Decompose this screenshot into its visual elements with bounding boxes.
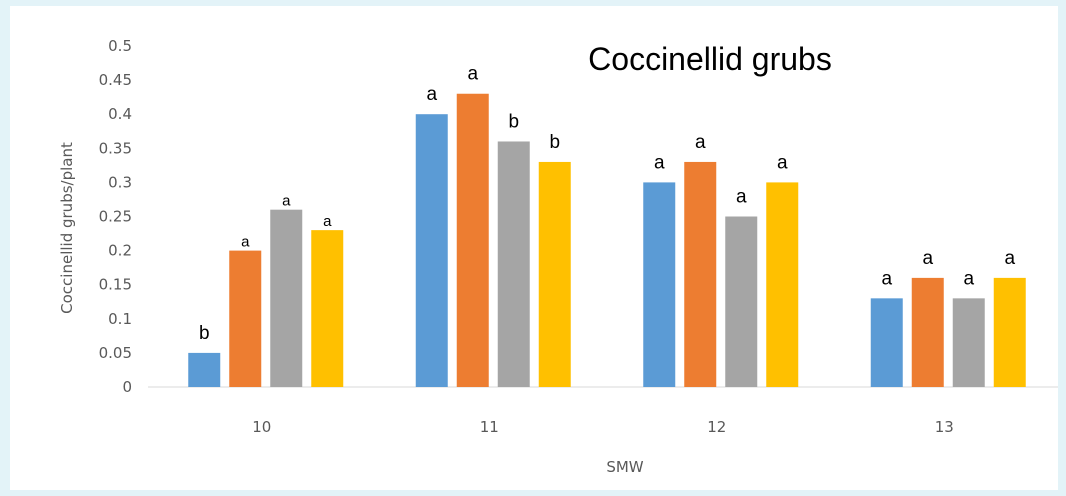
bar-significance-label: a [282,193,291,210]
bar [870,298,903,387]
bar [415,114,448,387]
bar [993,277,1026,387]
bars [188,93,1026,388]
y-tick-label: 0.25 [99,208,132,226]
bar [311,230,344,387]
x-tick-label: 11 [480,418,499,436]
y-tick-label: 0.2 [108,242,132,260]
chart-title: Coccinellid grubs [588,41,832,77]
bar [952,298,985,387]
bar [188,352,221,387]
bar-significance-label: a [922,248,933,269]
bar [766,182,799,387]
bar-significance-label: a [1004,248,1015,269]
bar-significance-label: b [199,323,210,344]
bar-significance-label: a [695,132,706,153]
bar-significance-label: a [881,268,892,289]
bar [229,250,262,387]
y-tick-label: 0.45 [99,71,132,89]
bar-labels: b a a a a a b b a a a a a a a a [199,64,1016,344]
bar-significance-label: a [777,152,788,173]
y-tick-label: 0.3 [108,173,132,191]
bar [270,209,303,387]
x-tick-label: 12 [707,418,726,436]
y-tick-label: 0.35 [99,139,132,157]
bar-significance-label: a [654,152,665,173]
x-tick-label: 10 [252,418,271,436]
y-axis-title: Coccinellid grubs/plant [58,142,76,314]
chart-area: Coccinellid grubs Coccinellid grubs/plan… [10,6,1058,490]
y-tick-label: 0.4 [108,105,132,123]
bar-chart: Coccinellid grubs Coccinellid grubs/plan… [58,37,1058,476]
y-axis-ticks: 0 0.05 0.1 0.15 0.2 0.25 0.3 0.35 0.4 0.45 0.5 [99,37,132,396]
bar-significance-label: a [736,187,747,208]
y-tick-label: 0.15 [99,276,132,294]
y-tick-label: 0.1 [108,310,132,328]
y-tick-label: 0.05 [99,344,132,362]
bar [538,161,571,387]
bar-significance-label: b [508,111,519,132]
bar [684,161,717,387]
y-tick-label: 0.5 [108,37,132,55]
y-tick-label: 0 [122,378,132,396]
bar [456,93,489,388]
x-tick-label: 13 [935,418,954,436]
bar [643,182,676,387]
bar-significance-label: a [467,64,478,85]
bar [911,277,944,387]
bar [497,141,530,387]
bar-significance-label: a [963,268,974,289]
x-axis-ticks: 10 11 12 13 [252,418,954,436]
bar-significance-label: b [549,132,560,153]
bar-significance-label: a [241,234,250,251]
bar [725,216,758,387]
bar-significance-label: a [323,213,332,230]
x-axis-title: SMW [606,458,643,476]
bar-significance-label: a [426,84,437,105]
